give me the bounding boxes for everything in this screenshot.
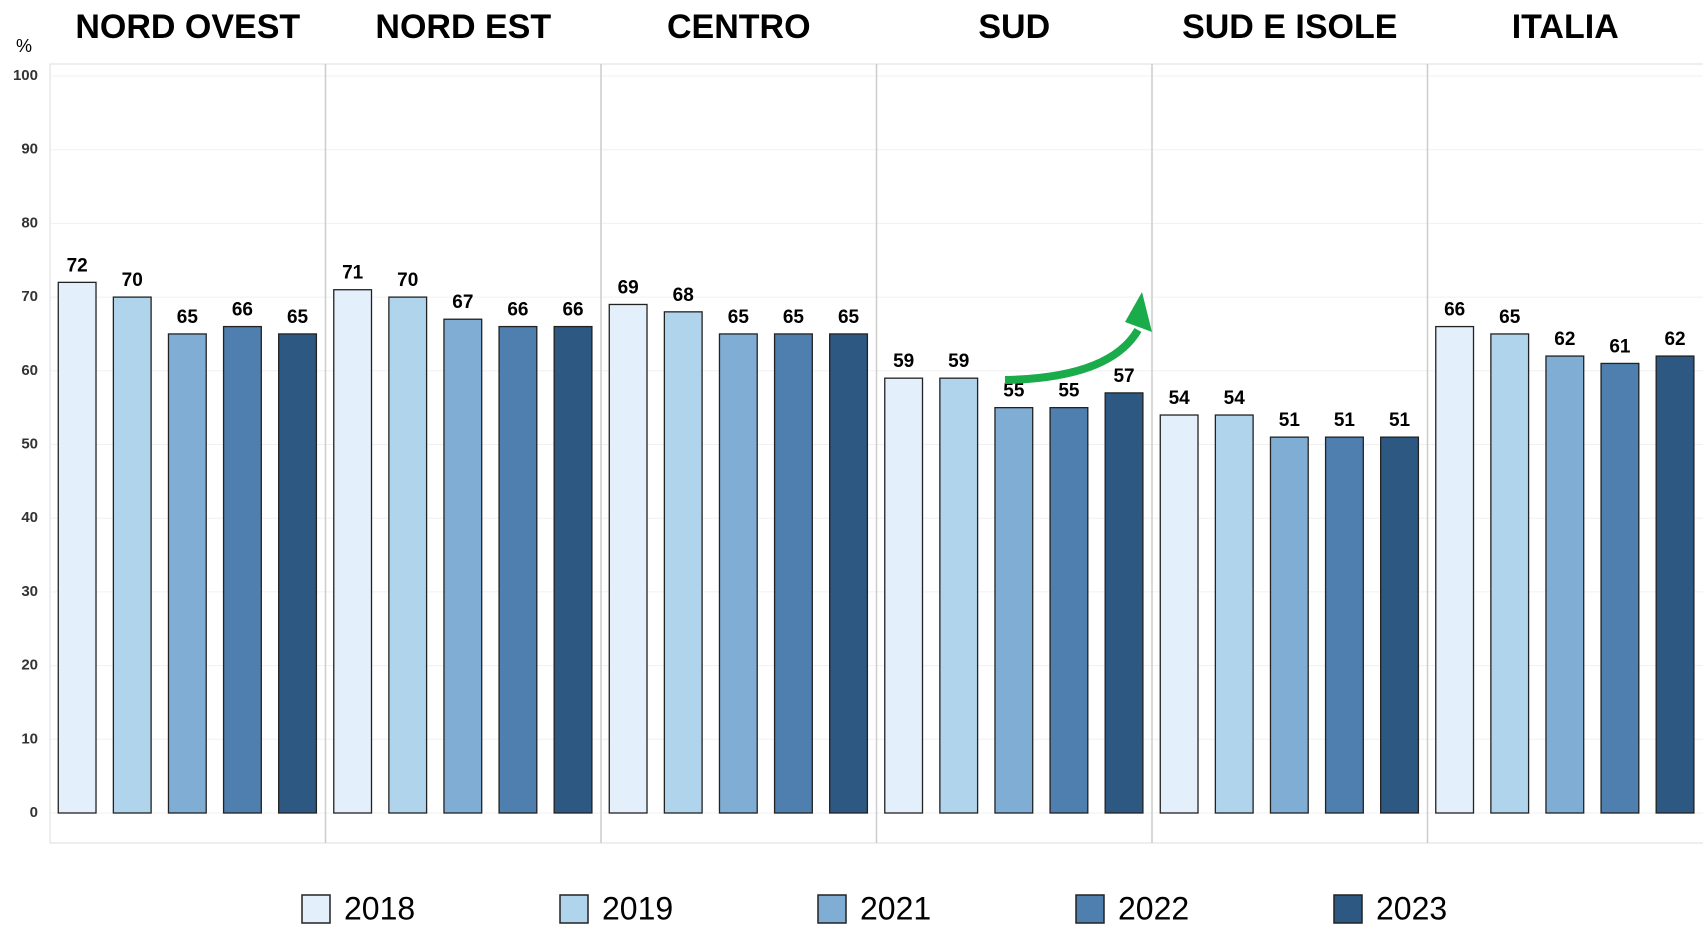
value-label: 67 (452, 292, 473, 313)
legend-label: 2022 (1118, 890, 1189, 926)
y-tick-label: 70 (21, 288, 38, 305)
bar (333, 289, 373, 814)
bar (994, 406, 1034, 814)
group-title: SUD (978, 8, 1050, 46)
value-label: 65 (287, 307, 309, 328)
bar (663, 311, 703, 814)
legend-label: 2021 (860, 890, 931, 926)
group-title: SUD E ISOLE (1182, 8, 1397, 46)
value-label: 54 (1224, 388, 1246, 409)
bar (498, 325, 538, 814)
bar (1655, 355, 1695, 814)
bar (278, 333, 318, 814)
y-tick-label: 50 (21, 435, 38, 452)
y-axis-label: % (16, 36, 32, 56)
value-label: 61 (1609, 336, 1631, 357)
arrow-head (1125, 292, 1152, 332)
legend-swatch (559, 894, 589, 924)
value-label: 51 (1334, 410, 1356, 431)
value-label: 69 (618, 277, 639, 298)
value-label: 65 (783, 307, 805, 328)
bar (1435, 325, 1475, 814)
bar (1324, 436, 1364, 814)
plot-frame (49, 63, 1703, 844)
value-label: 68 (673, 285, 694, 306)
value-label: 51 (1279, 410, 1301, 431)
bar (112, 296, 152, 814)
value-label: 70 (397, 270, 418, 291)
bar (773, 333, 813, 814)
value-label: 66 (507, 300, 528, 321)
bar (167, 333, 207, 814)
legend-swatch (301, 894, 331, 924)
value-label: 66 (232, 300, 253, 321)
legend-label: 2019 (602, 890, 673, 926)
value-label: 59 (893, 351, 914, 372)
y-tick-label: 100 (13, 67, 38, 84)
value-label: 65 (1499, 307, 1521, 328)
bar (829, 333, 869, 814)
y-tick-label: 0 (30, 804, 38, 821)
bar (884, 377, 924, 814)
value-label: 55 (1058, 381, 1080, 402)
bar (388, 296, 428, 814)
value-label: 65 (838, 307, 860, 328)
bar (718, 333, 758, 814)
bar (1600, 362, 1640, 814)
bar (608, 303, 648, 814)
y-tick-label: 40 (21, 509, 38, 526)
bar (1545, 355, 1585, 814)
value-label: 59 (948, 351, 969, 372)
bar (1159, 414, 1199, 814)
value-label: 66 (562, 300, 583, 321)
value-label: 62 (1554, 329, 1575, 350)
value-label: 54 (1169, 388, 1191, 409)
bar (553, 325, 593, 814)
bar (939, 377, 979, 814)
legend-label: 2018 (344, 890, 415, 926)
y-tick-label: 10 (21, 730, 38, 747)
bar (1214, 414, 1254, 814)
bar (1269, 436, 1309, 814)
y-tick-label: 80 (21, 214, 38, 231)
value-label: 71 (342, 263, 364, 284)
y-tick-label: 20 (21, 657, 38, 674)
legend-swatch (1333, 894, 1363, 924)
value-label: 62 (1664, 329, 1685, 350)
group-title: ITALIA (1512, 8, 1619, 46)
bar (1380, 436, 1420, 814)
value-label: 51 (1389, 410, 1411, 431)
value-label: 72 (67, 255, 88, 276)
group-title: NORD EST (375, 8, 551, 46)
bar (1490, 333, 1530, 814)
value-label: 70 (122, 270, 143, 291)
bar (1104, 392, 1144, 814)
bar (57, 281, 97, 814)
value-label: 55 (1003, 381, 1025, 402)
legend-swatch (1075, 894, 1105, 924)
value-label: 57 (1113, 366, 1134, 387)
y-tick-label: 90 (21, 141, 38, 158)
bar (222, 325, 262, 814)
legend-label: 2023 (1376, 890, 1447, 926)
bar (443, 318, 483, 814)
bar (1049, 406, 1089, 814)
value-label: 66 (1444, 300, 1465, 321)
legend-swatch (817, 894, 847, 924)
value-label: 65 (177, 307, 199, 328)
y-tick-label: 60 (21, 362, 38, 379)
group-title: CENTRO (667, 8, 811, 46)
value-label: 65 (728, 307, 750, 328)
y-tick-label: 30 (21, 583, 38, 600)
group-title: NORD OVEST (75, 8, 300, 46)
trend-arrow (1004, 327, 1142, 384)
